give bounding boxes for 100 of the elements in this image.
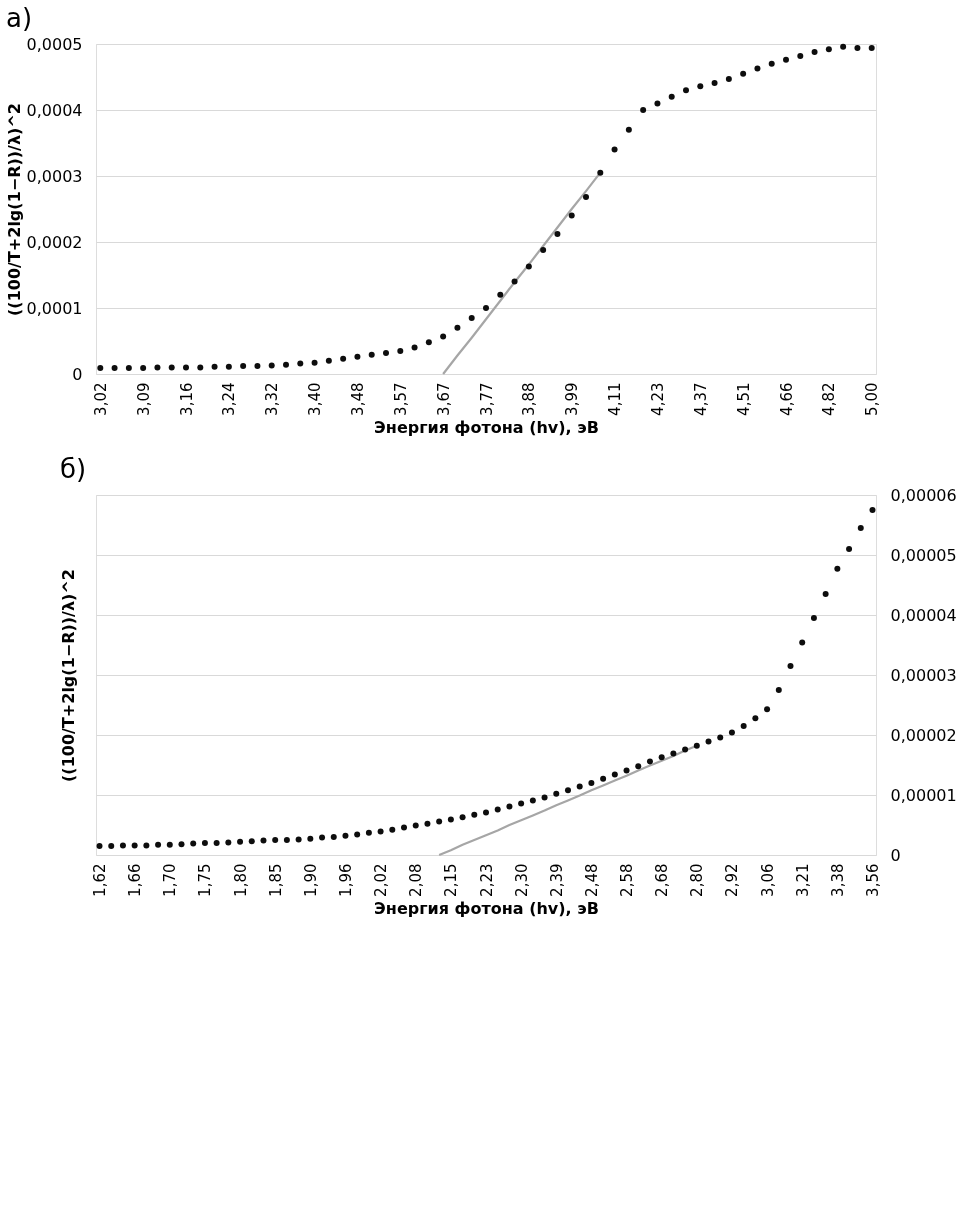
point	[111, 365, 118, 372]
x-axis-title: Энергия фотона (hv), эВ	[374, 898, 599, 918]
point	[368, 351, 375, 358]
point	[383, 349, 389, 356]
x-tick-label: 3,02	[91, 382, 110, 416]
x-tick-label: 2,48	[582, 863, 601, 897]
x-tick-label: 2,08	[407, 863, 426, 897]
y2-tick-label: 0,00001	[890, 785, 957, 805]
x-tick-label: 3,88	[520, 382, 539, 416]
y-axis-title: ((100/T+2lg(1−R))/λ)^2	[58, 569, 78, 782]
point	[511, 278, 518, 285]
y-tick-label: 0,0001	[26, 298, 83, 318]
y-tick-label: 0,0002	[26, 232, 83, 252]
point	[697, 83, 704, 90]
x-tick-label: 4,23	[648, 382, 667, 416]
x-tick-label: 4,51	[734, 382, 753, 416]
point	[297, 360, 304, 367]
point	[483, 305, 489, 311]
point	[340, 355, 347, 362]
x-tick-label: 5,00	[863, 382, 882, 416]
y2-tick-label: 0	[890, 845, 901, 865]
point	[625, 126, 632, 133]
x-tick-label: 3,77	[477, 382, 496, 416]
x-tick-label: 3,38	[828, 863, 847, 897]
point	[640, 107, 647, 113]
point	[597, 169, 604, 176]
x-tick-label: 3,06	[758, 863, 777, 897]
x-tick-label: 1,70	[161, 863, 180, 897]
point	[525, 263, 532, 270]
point	[797, 52, 804, 59]
point	[268, 362, 275, 369]
x-tick-label: 2,39	[547, 863, 566, 897]
point	[154, 364, 161, 371]
point	[754, 65, 761, 72]
point	[454, 324, 461, 331]
point	[711, 79, 718, 86]
x-tick-label: 2,92	[723, 863, 742, 897]
point	[654, 100, 661, 107]
y2-tick-label: 0,00005	[890, 545, 957, 565]
x-tick-label: 2,68	[653, 863, 672, 897]
x-tick-label: 3,32	[263, 382, 282, 416]
point	[211, 363, 218, 370]
x-tick-label: 1,85	[266, 863, 285, 897]
point	[440, 333, 447, 340]
x-tick-label: 1,96	[336, 863, 355, 897]
point	[740, 70, 747, 77]
point	[611, 146, 618, 153]
point	[197, 364, 204, 371]
x-tick-label: 3,16	[177, 382, 196, 416]
point	[811, 48, 818, 55]
x-tick-label: 2,23	[477, 863, 496, 897]
x-tick-label: 2,15	[442, 863, 461, 897]
chart-title: a)	[6, 3, 33, 33]
x-tick-label: 2,58	[618, 863, 637, 897]
point	[354, 353, 361, 360]
point	[283, 361, 289, 368]
x-tick-label: 3,40	[306, 382, 325, 416]
point	[254, 363, 261, 370]
point	[854, 44, 861, 51]
y-tick-label: 0	[72, 364, 83, 384]
point	[225, 363, 232, 370]
point	[840, 43, 847, 50]
point	[583, 194, 589, 201]
point	[725, 75, 732, 82]
point	[97, 365, 104, 372]
y2-tick-label: 0,00006	[890, 485, 957, 505]
x-tick-label: 2,30	[512, 863, 531, 897]
x-tick-label: 3,09	[134, 382, 153, 416]
point	[397, 347, 404, 354]
x-tick-label: 1,90	[301, 863, 320, 897]
y-tick-label: 0,0005	[26, 34, 83, 54]
x-tick-label: 3,56	[863, 863, 882, 897]
point	[240, 363, 247, 370]
x-tick-label: 4,66	[777, 382, 796, 416]
point	[497, 291, 504, 298]
x-tick-label: 3,48	[348, 382, 367, 416]
point	[540, 246, 547, 253]
point	[568, 212, 575, 219]
point	[825, 46, 832, 53]
point	[325, 357, 332, 364]
point	[140, 365, 147, 372]
x-tick-label: 3,67	[434, 382, 453, 416]
point	[668, 93, 675, 100]
point	[468, 314, 475, 321]
y2-tick-label: 0,00002	[890, 725, 957, 745]
point	[311, 359, 318, 366]
x-tick-label: 3,24	[220, 382, 239, 416]
point	[183, 364, 189, 371]
chart-title: б)	[60, 454, 87, 484]
x-tick-label: 2,02	[372, 863, 391, 897]
x-tick-label: 3,57	[391, 382, 410, 416]
y-tick-label: 0,0003	[26, 166, 83, 186]
x-tick-label: 1,75	[196, 863, 215, 897]
x-tick-label: 4,11	[606, 382, 625, 416]
x-tick-label: 4,82	[820, 382, 839, 416]
point	[768, 60, 775, 67]
x-tick-label: 1,62	[91, 863, 110, 897]
x-tick-label: 1,66	[126, 863, 145, 897]
x-tick-label: 1,80	[231, 863, 250, 897]
y-axis-title: ((100/T+2lg(1−R))/λ)^2	[4, 103, 24, 316]
